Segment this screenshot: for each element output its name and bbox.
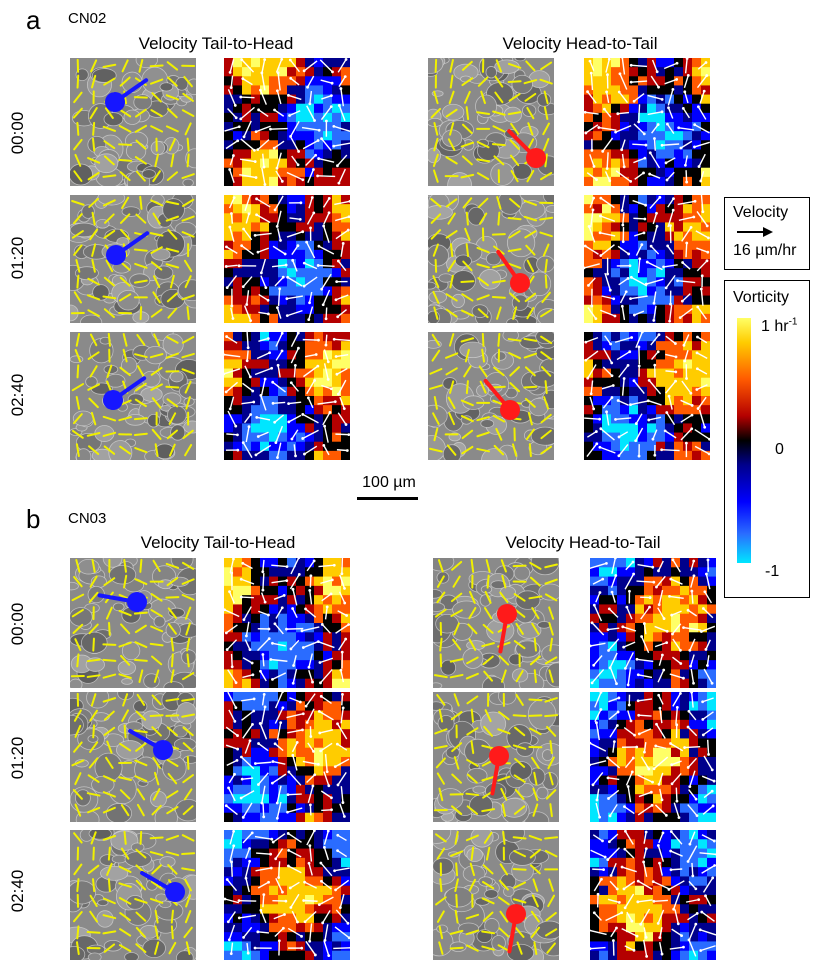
- phase-image-a-tail-to-head-0: [70, 58, 196, 186]
- phase-image-b-head-to-tail-1: [433, 692, 559, 822]
- vorticity-map-a-head-to-tail-1: [584, 195, 710, 323]
- defect-marker-tail-to-head: [153, 740, 173, 760]
- vorticity-zero-label: 0: [775, 441, 784, 458]
- defect-marker-tail-to-head: [103, 390, 123, 410]
- vorticity-legend-title: Vorticity: [733, 289, 790, 306]
- phase-image-a-head-to-tail-1: [428, 195, 554, 323]
- velocity-arrow-icon: [737, 227, 773, 237]
- phase-image-b-tail-to-head-0: [70, 558, 196, 688]
- vorticity-map-a-head-to-tail-2: [584, 332, 710, 460]
- sample-label-a: CN02: [68, 10, 107, 27]
- panel-letter-b: b: [26, 504, 41, 534]
- vorticity-map-b-tail-to-head-1: [224, 692, 350, 822]
- defect-marker-head-to-tail: [506, 904, 526, 924]
- vorticity-map-a-tail-to-head-2: [224, 332, 350, 460]
- phase-image-a-tail-to-head-1: [70, 195, 196, 323]
- vorticity-min-label: -1: [765, 563, 780, 580]
- defect-marker-tail-to-head: [106, 245, 126, 265]
- time-label-b-0: 00:00: [8, 602, 27, 646]
- vorticity-colorbar: [737, 318, 751, 563]
- velocity-legend-title: Velocity: [733, 204, 789, 221]
- vorticity-map-a-head-to-tail-0: [584, 58, 710, 186]
- defect-marker-head-to-tail: [497, 604, 517, 624]
- scale-bar-label: 100 µm: [362, 474, 416, 491]
- defect-marker-head-to-tail: [526, 148, 546, 168]
- panel-letter-a: a: [26, 5, 41, 35]
- time-label-a-2: 02:40: [8, 373, 27, 417]
- defect-marker-head-to-tail: [489, 746, 509, 766]
- phase-image-a-head-to-tail-2: [428, 332, 554, 460]
- vorticity-map-b-tail-to-head-0: [224, 558, 350, 688]
- phase-image-b-head-to-tail-2: [433, 830, 559, 960]
- time-label-b-2: 02:40: [8, 869, 27, 913]
- velocity-legend: Velocity 16 µm/hr: [724, 197, 810, 270]
- column-title-b-head-to-tail: Velocity Head-to-Tail: [505, 533, 661, 552]
- vorticity-map-a-tail-to-head-0: [224, 58, 350, 186]
- column-title-a-head-to-tail: Velocity Head-to-Tail: [502, 34, 658, 53]
- vorticity-max-label: 1 hr-1: [761, 316, 798, 335]
- phase-image-b-head-to-tail-0: [433, 558, 559, 688]
- sample-label-b: CN03: [68, 510, 107, 527]
- scale-bar-line: [357, 497, 418, 500]
- phase-image-b-tail-to-head-2: [70, 830, 196, 960]
- vorticity-legend: Vorticity 1 hr-1 0 -1: [724, 280, 810, 598]
- defect-marker-tail-to-head: [127, 592, 147, 612]
- defect-marker-head-to-tail: [500, 400, 520, 420]
- column-title-a-tail-to-head: Velocity Tail-to-Head: [138, 34, 294, 53]
- time-label-a-0: 00:00: [8, 111, 27, 155]
- vorticity-map-a-tail-to-head-1: [224, 195, 350, 323]
- vorticity-map-b-tail-to-head-2: [224, 830, 350, 960]
- defect-marker-tail-to-head: [105, 92, 125, 112]
- defect-marker-tail-to-head: [165, 882, 185, 902]
- vorticity-map-b-head-to-tail-0: [590, 558, 716, 688]
- vorticity-map-b-head-to-tail-1: [590, 692, 716, 822]
- phase-image-a-tail-to-head-2: [70, 332, 196, 460]
- time-label-b-1: 01:20: [8, 736, 27, 780]
- column-title-b-tail-to-head: Velocity Tail-to-Head: [140, 533, 296, 552]
- defect-marker-head-to-tail: [510, 273, 530, 293]
- phase-image-a-head-to-tail-0: [428, 58, 554, 186]
- velocity-legend-value: 16 µm/hr: [733, 242, 797, 259]
- phase-image-b-tail-to-head-1: [70, 692, 196, 822]
- vorticity-map-b-head-to-tail-2: [590, 830, 716, 960]
- time-label-a-1: 01:20: [8, 236, 27, 280]
